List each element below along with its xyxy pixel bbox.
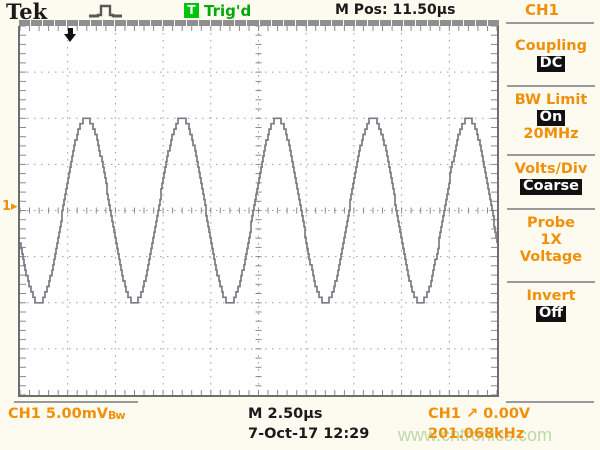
menu-item-value[interactable]: On [504, 109, 598, 126]
site-watermark: www.cntronics.com [398, 425, 553, 445]
channel-menu-sidebar: Coupling DC BW Limit On 20MHz Volts/Div Coarse… [504, 26, 598, 397]
ruler-tick [138, 20, 139, 26]
ruler-tick [355, 20, 356, 26]
menu-item-volts-div[interactable]: Volts/Div Coarse [504, 161, 598, 195]
pulse-waveform-icon [88, 2, 134, 22]
trigger-status-label: Trig'd [204, 2, 252, 20]
ruler-tick [246, 20, 247, 26]
ruler-tick [367, 20, 368, 26]
menu-item-coupling[interactable]: Coupling DC [504, 38, 598, 72]
ruler-tick [186, 20, 187, 26]
ruler-tick [162, 20, 163, 26]
ruler-tick [198, 20, 199, 26]
ruler-tick [307, 20, 308, 26]
trigger-slope-icon: ↗ [465, 406, 479, 422]
ruler-tick [90, 20, 91, 26]
ruler-tick [18, 20, 19, 26]
menu-item-probe[interactable]: Probe 1X Voltage [504, 215, 598, 266]
ruler-tick [54, 20, 55, 26]
ruler-tick [42, 20, 43, 26]
datetime-readout: 7-Oct-17 12:29 [248, 426, 370, 442]
trigger-readout: CH1 ↗ 0.00V [428, 406, 530, 422]
ruler-tick [499, 20, 500, 26]
graticule-grid [20, 26, 497, 395]
ruler-tick [439, 20, 440, 26]
ruler-tick [174, 20, 175, 26]
menu-item-label: Coupling [515, 38, 587, 54]
ruler-tick [319, 20, 320, 26]
menu-item-label: Probe [527, 215, 575, 231]
menu-item-value[interactable]: Off [504, 305, 598, 322]
menu-item-label: Invert [526, 288, 576, 304]
trigger-state-badge: T [184, 3, 199, 18]
ruler-tick [259, 20, 260, 26]
ruler-tick [222, 20, 223, 26]
ruler-tick [210, 20, 211, 26]
menu-item-value[interactable]: 1X [540, 232, 562, 248]
ruler-tick [150, 20, 151, 26]
ruler-tick [78, 20, 79, 26]
ruler-tick [487, 20, 488, 26]
ruler-tick [283, 20, 284, 26]
timebase-readout: M 2.50μs [248, 406, 323, 422]
channel1-volts-per-div: CH1 5.00mV [8, 406, 109, 422]
ruler-tick [234, 20, 235, 26]
horizontal-position-readout: M Pos: 11.50μs [335, 2, 456, 18]
menu-item-extra: 20MHz [523, 126, 579, 142]
frequency-measurement-readout: 201.068kHz [428, 426, 525, 442]
ruler-tick [126, 20, 127, 26]
trigger-level-value: 0.00V [483, 406, 531, 422]
channel1-scale-readout: CH1 5.00mVBᴡ [8, 406, 126, 422]
ruler-tick [343, 20, 344, 26]
ruler-tick [295, 20, 296, 26]
trigger-source-label: CH1 [428, 406, 461, 422]
ruler-tick [114, 20, 115, 26]
menu-divider [507, 85, 595, 87]
horizontal-position-ruler [18, 20, 500, 26]
header-bar: Tek T Trig'd M Pos: 11.50μs CH1 [0, 0, 600, 24]
ruler-tick [475, 20, 476, 26]
ruler-tick [463, 20, 464, 26]
menu-item-bw-limit[interactable]: BW Limit On 20MHz [504, 92, 598, 143]
status-divider-right [506, 401, 594, 403]
ruler-tick [391, 20, 392, 26]
menu-item-extra: Voltage [519, 249, 583, 265]
ruler-tick [403, 20, 404, 26]
waveform-graticule[interactable] [18, 26, 499, 397]
channel1-waveform-trace [20, 117, 497, 304]
ruler-tick [30, 20, 31, 26]
menu-divider [507, 208, 595, 210]
active-channel-label: CH1 [525, 1, 559, 19]
menu-divider [507, 154, 595, 156]
ruler-tick [415, 20, 416, 26]
sidebar-top-divider [506, 22, 594, 24]
ruler-tick [379, 20, 380, 26]
ruler-tick [66, 20, 67, 26]
menu-item-value[interactable]: Coarse [504, 178, 598, 195]
ruler-tick [271, 20, 272, 26]
menu-item-label: BW Limit [514, 92, 588, 108]
ruler-tick [331, 20, 332, 26]
menu-item-label: Volts/Div [514, 161, 588, 177]
bandwidth-limit-glyph: Bᴡ [108, 409, 126, 422]
ruler-tick [102, 20, 103, 26]
menu-item-value[interactable]: DC [504, 55, 598, 72]
channel1-ground-reference-marker[interactable]: 1▸ [2, 199, 18, 214]
status-divider-left [14, 401, 138, 403]
ruler-tick [427, 20, 428, 26]
ruler-tick [451, 20, 452, 26]
menu-item-invert[interactable]: Invert Off [504, 288, 598, 322]
menu-divider [507, 281, 595, 283]
